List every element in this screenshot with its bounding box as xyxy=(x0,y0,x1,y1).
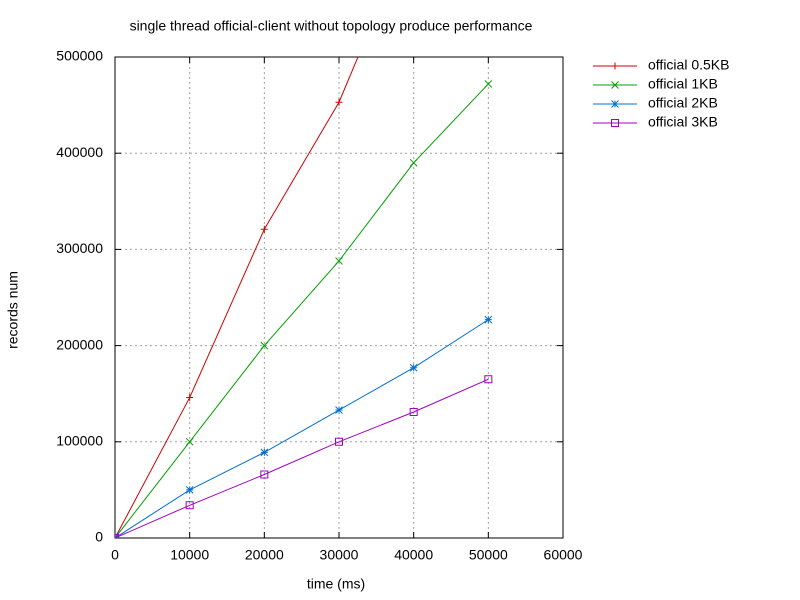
data-point xyxy=(260,470,269,479)
series-line xyxy=(115,319,489,538)
data-point xyxy=(115,534,119,538)
data-point xyxy=(260,225,268,233)
data-point xyxy=(409,158,418,167)
data-point xyxy=(409,363,418,372)
x-tick-label: 20000 xyxy=(245,547,284,563)
data-point xyxy=(409,407,418,416)
y-axis-label: records num xyxy=(5,271,21,349)
data-point xyxy=(260,448,269,457)
data-point xyxy=(484,375,493,384)
legend-marker xyxy=(611,62,619,70)
data-point xyxy=(335,98,343,106)
legend-marker xyxy=(611,100,619,108)
x-tick-label: 0 xyxy=(111,547,119,563)
legend-label: official 0.5KB xyxy=(648,57,729,73)
x-tick-label: 60000 xyxy=(544,547,583,563)
x-axis-label: time (ms) xyxy=(307,576,365,592)
x-tick-label: 40000 xyxy=(394,547,433,563)
legend-marker xyxy=(611,81,619,89)
data-point xyxy=(185,437,194,446)
y-tick-label: 200000 xyxy=(56,336,103,352)
data-point xyxy=(186,394,194,402)
legend-label: official 1KB xyxy=(648,76,718,92)
x-tick-label: 30000 xyxy=(320,547,359,563)
series-line xyxy=(115,83,489,538)
legend-marker xyxy=(611,119,619,127)
y-tick-label: 500000 xyxy=(56,48,103,64)
data-point xyxy=(185,486,194,494)
y-tick-label: 400000 xyxy=(56,144,103,160)
x-tick-label: 50000 xyxy=(469,547,508,563)
y-tick-label: 100000 xyxy=(56,433,103,449)
data-point xyxy=(335,406,343,414)
y-tick-label: 0 xyxy=(95,529,103,545)
series-line xyxy=(115,378,489,538)
legend-label: official 3KB xyxy=(648,114,718,130)
plot-frame xyxy=(114,56,564,539)
data-point xyxy=(484,80,493,88)
data-point xyxy=(260,341,269,350)
y-tick-label: 300000 xyxy=(56,240,103,256)
data-point xyxy=(185,501,194,510)
chart-title: single thread official-client without to… xyxy=(130,18,533,34)
data-point xyxy=(484,315,493,324)
x-tick-label: 10000 xyxy=(170,547,209,563)
legend-label: official 2KB xyxy=(648,95,718,111)
data-point xyxy=(335,257,343,265)
data-point xyxy=(335,437,343,446)
plot-area xyxy=(115,57,493,538)
